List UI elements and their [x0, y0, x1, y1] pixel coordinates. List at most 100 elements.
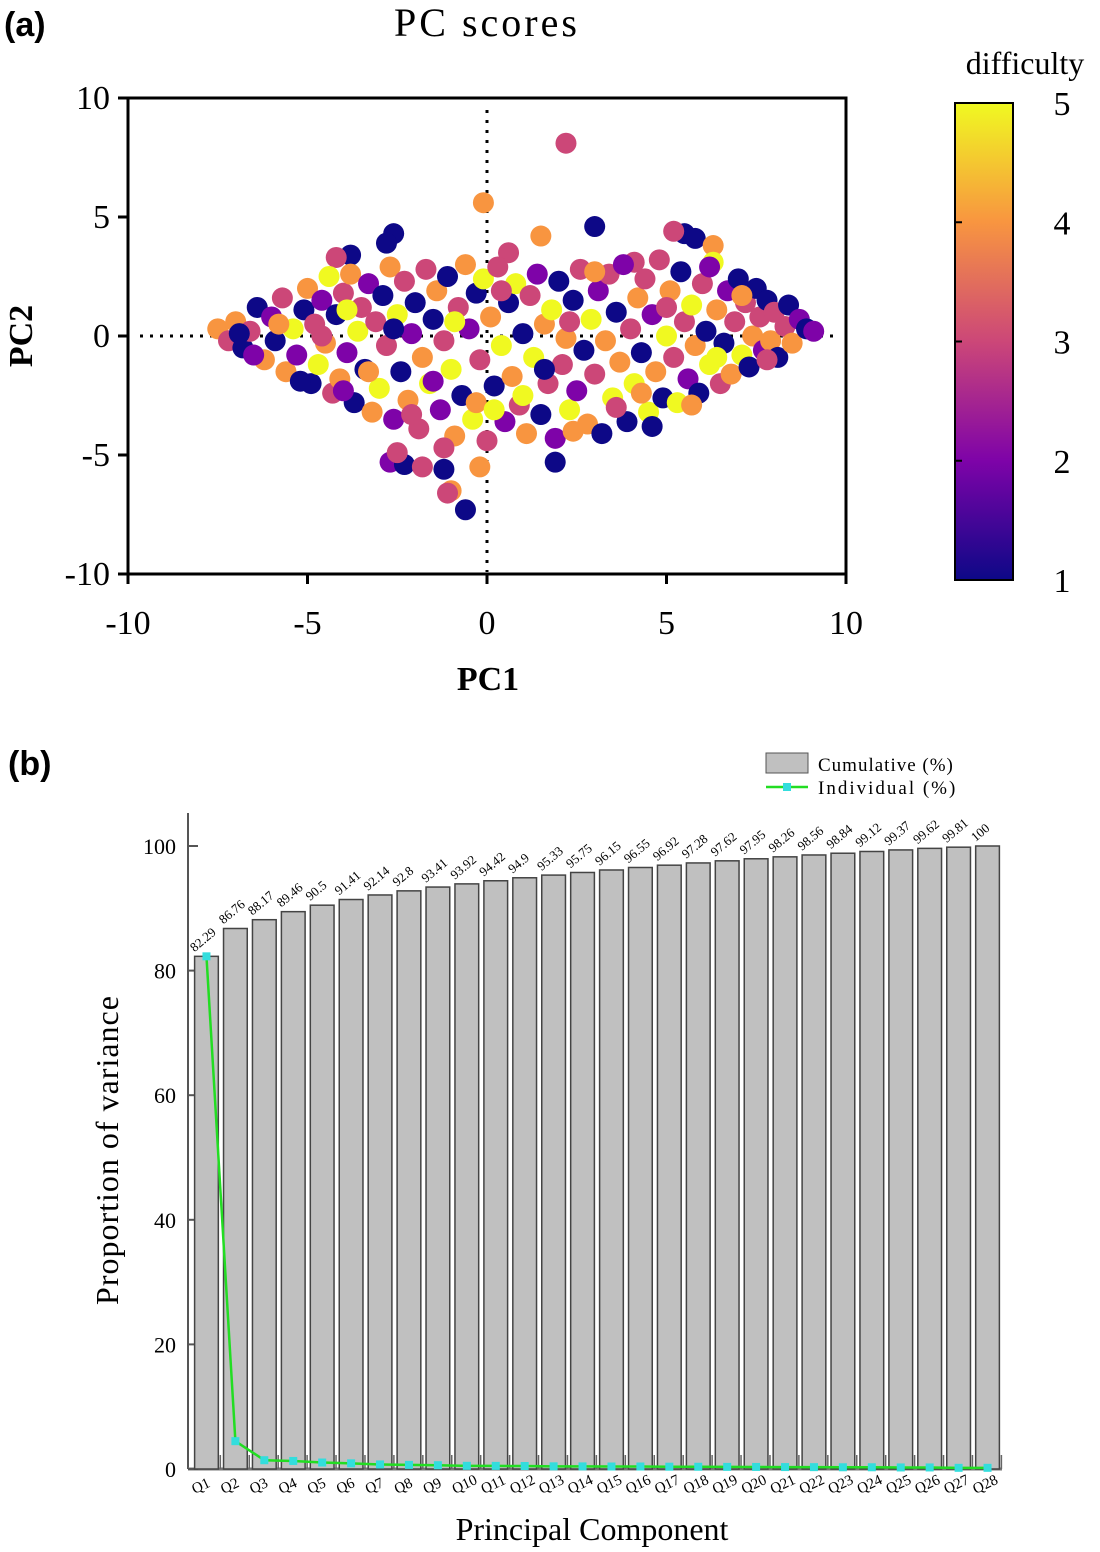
- scatter-point: [584, 363, 606, 385]
- scatter-point: [612, 254, 634, 276]
- bar-data-label: 100: [968, 820, 993, 844]
- individual-marker: [462, 1461, 471, 1470]
- scatter-point: [670, 261, 692, 283]
- bar: [338, 898, 364, 1470]
- bar-data-label: 92.14: [360, 863, 392, 894]
- bar: [569, 871, 596, 1470]
- scatter-point: [465, 392, 487, 414]
- scatter-point: [404, 292, 426, 314]
- y-tick-label: 0: [165, 1457, 176, 1482]
- scatter-point: [605, 301, 627, 323]
- scatter-point: [243, 344, 265, 366]
- bar-data-label: 96.92: [650, 833, 682, 863]
- individual-marker: [983, 1463, 992, 1472]
- scatter-title: PC scores: [394, 0, 580, 45]
- colorbar-tick-label: 4: [1054, 205, 1071, 242]
- scatter-point: [724, 311, 746, 333]
- scatter-point: [519, 285, 541, 307]
- bar-data-label: 95.75: [563, 840, 595, 870]
- scatter-point: [411, 346, 433, 368]
- bar: [454, 883, 480, 1470]
- x-tick-label: Q28: [970, 1472, 1000, 1497]
- bar-data-label: 98.56: [794, 823, 826, 854]
- bar-data-label: 99.81: [939, 815, 971, 845]
- scatter-point: [297, 277, 318, 299]
- scatter-point: [663, 346, 685, 368]
- scatter-point: [469, 349, 491, 371]
- bar-data-label: 96.15: [592, 838, 624, 868]
- bar-x-axis-label: Principal Component: [456, 1511, 729, 1547]
- scatter-point: [530, 225, 552, 247]
- individual-marker: [954, 1463, 963, 1472]
- scatter-point: [559, 399, 581, 421]
- scatter-point: [544, 427, 566, 449]
- scatter-point: [684, 227, 706, 249]
- scatter-point: [390, 361, 412, 383]
- y-tick-label: 10: [76, 80, 110, 117]
- scatter-point: [681, 394, 703, 416]
- colorbar-ticks: 5 4 3 2 1: [955, 86, 1071, 600]
- scatter-point: [803, 320, 825, 342]
- scatter-point: [393, 270, 415, 292]
- x-tick-label: Q26: [913, 1472, 944, 1498]
- scatter-point: [559, 311, 581, 333]
- scatter-point: [695, 320, 717, 342]
- scatter-point: [383, 318, 405, 340]
- colorbar-tick-label: 2: [1054, 444, 1071, 481]
- scatter-point: [347, 320, 369, 342]
- scatter-point: [311, 325, 333, 347]
- x-axis-label: PC1: [457, 661, 519, 698]
- individual-marker: [781, 1463, 790, 1472]
- x-tick-label: Q21: [768, 1472, 798, 1497]
- bar-data-label: 93.92: [447, 852, 479, 882]
- scatter-point: [433, 437, 455, 459]
- legend: Cumulative (%) Individual (%): [765, 752, 955, 799]
- scatter-point: [663, 220, 685, 242]
- scatter-point: [584, 261, 606, 283]
- scatter-point: [454, 254, 476, 276]
- scatter-point: [472, 192, 494, 214]
- bar: [598, 869, 625, 1470]
- scatter-point: [760, 330, 782, 352]
- scatter-point: [437, 266, 459, 287]
- scatter-point: [383, 408, 405, 430]
- scatter-point: [454, 499, 476, 521]
- individual-marker: [260, 1456, 269, 1465]
- x-tick-label: Q3: [247, 1475, 270, 1497]
- scatter-point: [656, 296, 677, 318]
- scatter-point: [681, 294, 703, 316]
- scatter-point: [634, 268, 656, 290]
- bar: [974, 845, 1001, 1470]
- scatter-point: [444, 311, 466, 333]
- bar-data-label: 89.46: [274, 879, 306, 910]
- scatter-point: [555, 327, 577, 349]
- scatter-point: [307, 354, 329, 376]
- scatter-point: [605, 396, 627, 418]
- y-axis-label: PC2: [3, 305, 40, 367]
- scatter-point: [332, 380, 354, 402]
- scatter-point: [268, 313, 290, 335]
- bar: [743, 858, 769, 1470]
- scatter-point: [778, 294, 800, 316]
- bar-data-label: 97.28: [679, 831, 711, 861]
- x-tick-label: Q12: [508, 1472, 538, 1497]
- scatter-point: [415, 258, 437, 280]
- x-tick-label: Q11: [479, 1472, 509, 1497]
- x-tick-label: Q10: [450, 1472, 480, 1497]
- scatter-point: [616, 411, 638, 433]
- scatter-point: [368, 377, 390, 399]
- x-tick-label: Q14: [565, 1472, 596, 1498]
- x-tick-label: Q15: [594, 1472, 624, 1497]
- scatter-point: [429, 399, 451, 421]
- scatter-point: [512, 385, 534, 406]
- bar: [367, 894, 393, 1470]
- y-tick-label: 60: [154, 1083, 176, 1108]
- scatter-point: [411, 456, 433, 478]
- colorbar-tick-label: 3: [1054, 325, 1071, 362]
- scatter-point: [375, 335, 397, 357]
- scatter-point: [340, 263, 362, 285]
- x-tick-label: Q22: [797, 1472, 827, 1497]
- scatter-point: [645, 361, 667, 383]
- scatter-point: [401, 323, 423, 345]
- individual-marker: [867, 1463, 876, 1472]
